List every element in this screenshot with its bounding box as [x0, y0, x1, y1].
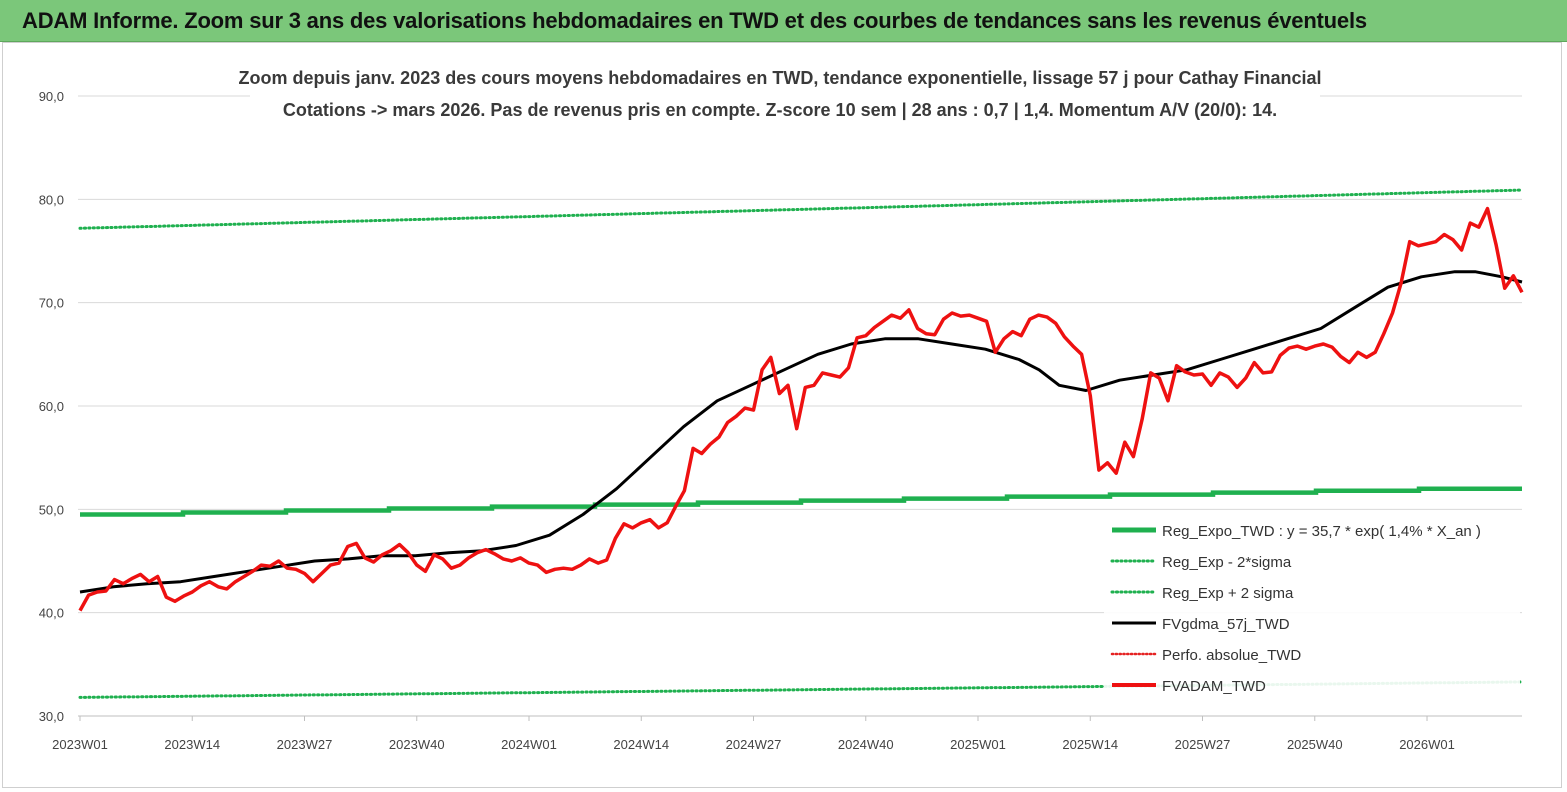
chart-title-background [250, 62, 1320, 128]
legend-label: Reg_Expo_TWD : y = 35,7 * exp( 1,4% * X_… [1162, 523, 1481, 540]
y-tick-label: 40,0 [39, 606, 64, 621]
chart-legend: Reg_Expo_TWD : y = 35,7 * exp( 1,4% * X_… [1104, 512, 1520, 698]
y-tick-label: 70,0 [39, 296, 64, 311]
x-tick-label: 2025W27 [1175, 737, 1231, 752]
y-tick-label: 80,0 [39, 192, 64, 207]
x-tick-label: 2025W14 [1062, 737, 1118, 752]
y-tick-label: 60,0 [39, 399, 64, 414]
series-fvadam [78, 206, 1524, 612]
report-title: ADAM Informe. Zoom sur 3 ans des valoris… [22, 8, 1367, 33]
x-tick-label: 2024W40 [838, 737, 894, 752]
legend-label: FVgdma_57j_TWD [1162, 616, 1290, 633]
legend-label: FVADAM_TWD [1162, 678, 1266, 695]
x-tick-label: 2023W01 [52, 737, 108, 752]
legend-background [1104, 512, 1520, 698]
x-tick-label: 2025W40 [1287, 737, 1343, 752]
x-tick-label: 2023W27 [277, 737, 333, 752]
x-tick-label: 2025W01 [950, 737, 1006, 752]
y-tick-label: 50,0 [39, 502, 64, 517]
series-fvgdma-57j [79, 270, 1523, 594]
x-tick-label: 2023W40 [389, 737, 445, 752]
y-tick-label: 90,0 [39, 89, 64, 104]
y-tick-label: 30,0 [39, 709, 64, 724]
x-tick-label: 2026W01 [1399, 737, 1455, 752]
chart-title-line2: Cotations -> mars 2026. Pas de revenus p… [283, 100, 1277, 120]
chart-title-line1: Zoom depuis janv. 2023 des cours moyens … [239, 68, 1322, 88]
x-tick-label: 2023W14 [164, 737, 220, 752]
legend-label: Reg_Exp - 2*sigma [1162, 554, 1292, 571]
series-reg-plus-2sigma [78, 188, 1524, 230]
legend-label: Perfo. absolue_TWD [1162, 647, 1301, 664]
series-reg-expo [80, 486, 1522, 517]
axis-layer: 30,0 40,0 50,0 60,0 70,0 80,0 90,0 2023W01 2023W… [39, 89, 1522, 752]
x-tick-label: 2024W01 [501, 737, 557, 752]
x-tick-label: 2024W14 [613, 737, 669, 752]
report-banner: ADAM Informe. Zoom sur 3 ans des valoris… [0, 0, 1567, 42]
legend-label: Reg_Exp + 2 sigma [1162, 585, 1294, 602]
x-tick-label: 2024W27 [726, 737, 782, 752]
